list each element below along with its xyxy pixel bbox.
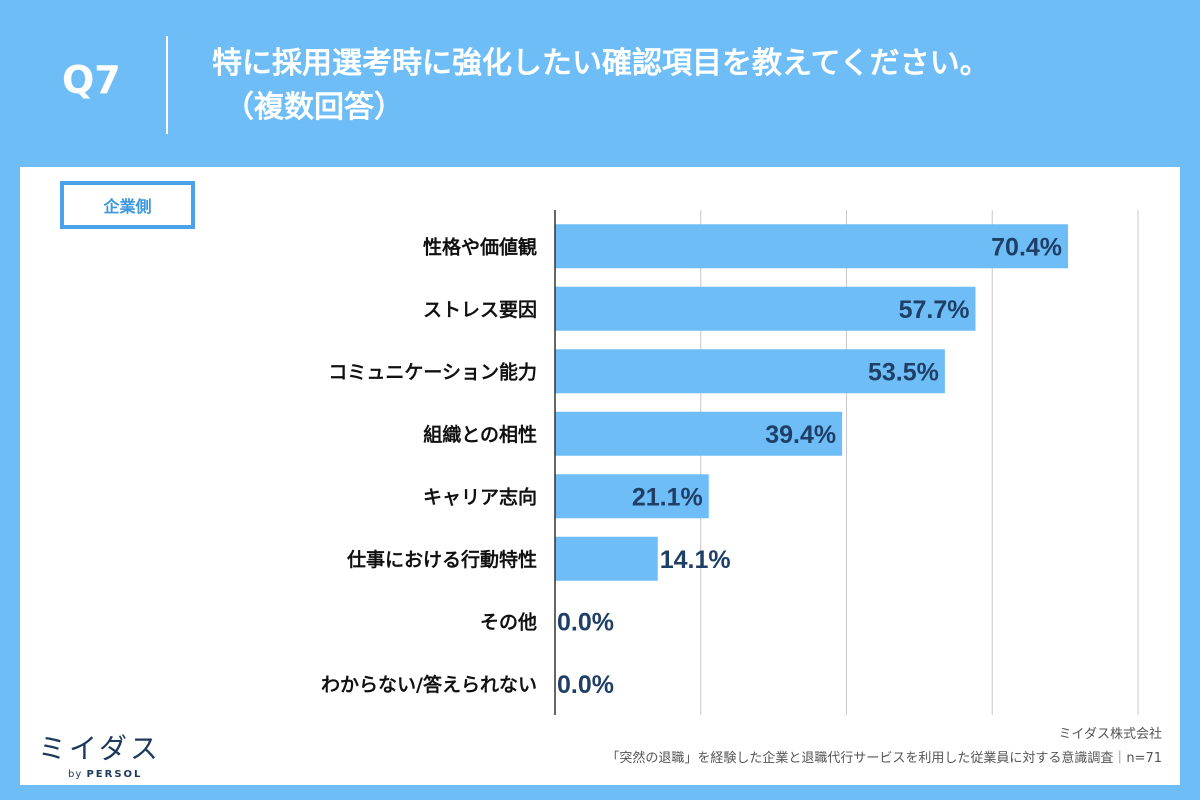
bar-chart: 性格や価値観 70.4% ストレス要因 57.7% コミュニケーション能力 53.5% 組織… [321,210,1139,715]
footer-company: ミイダス株式会社 [1058,727,1162,742]
value-label-4: 39.4% [765,421,836,449]
question-number: Q7 [62,58,121,102]
bar-6 [555,536,658,581]
miidas-logo: ミイダス by PERSOL [38,727,178,780]
category-label-3: コミュニケーション能力 [328,360,537,383]
category-label-7: その他 [480,610,537,633]
logo-byline: by PERSOL [38,769,178,780]
category-label-5: キャリア志向 [423,485,537,508]
value-label-7: 0.0% [557,608,614,636]
bar-4 [555,411,843,456]
category-label-6: 仕事における行動特性 [346,548,537,571]
value-label-2: 57.7% [899,296,970,324]
chart-panel: 企業側 性格や価値観 70.4% ストレス要因 57.7% コミュニケーション能力 53.… [20,167,1180,785]
logo-name: ミイダス [38,732,161,765]
category-label-1: 性格や価値観 [423,235,537,258]
value-label-5: 21.1% [632,483,703,511]
category-label-4: 組織との相性 [423,423,537,446]
logo-by: by [68,769,83,780]
bar-2 [555,286,976,331]
segment-label: 企業側 [60,181,195,229]
question-title-line1: 特に採用選考時に強化したい確認項目を教えてください。 [212,46,990,81]
value-label-8: 0.0% [557,671,614,699]
footer-source: 「突然の退職」を経験した企業と退職代行サービスを利用した従業員に対する意識調査｜… [606,751,1162,766]
header: Q7 特に採用選考時に強化したい確認項目を教えてください。 （複数回答） [0,0,1200,165]
value-label-3: 53.5% [868,358,939,386]
bar-1 [555,224,1069,269]
bar-5 [555,474,709,519]
value-label-6: 14.1% [660,546,731,574]
question-title: 特に採用選考時に強化したい確認項目を教えてください。 （複数回答） [212,42,1162,130]
value-label-1: 70.4% [991,233,1062,261]
category-label-2: ストレス要因 [423,299,537,321]
bar-3 [555,349,945,394]
question-title-line2: （複数回答） [224,90,404,125]
header-divider [166,36,168,134]
logo-brand: PERSOL [86,769,143,780]
category-label-8: わからない/答えられない [321,673,537,696]
